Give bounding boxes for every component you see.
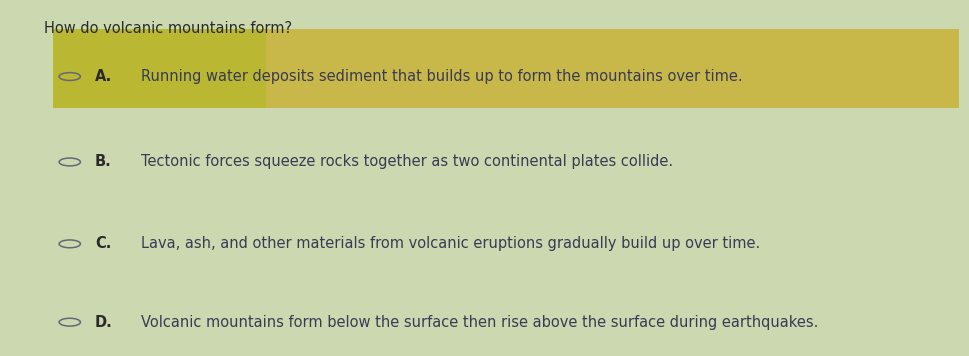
- Text: Tectonic forces squeeze rocks together as two continental plates collide.: Tectonic forces squeeze rocks together a…: [141, 155, 672, 169]
- Text: A.: A.: [95, 69, 112, 84]
- Text: B.: B.: [95, 155, 111, 169]
- Text: C.: C.: [95, 236, 111, 251]
- Text: Running water deposits sediment that builds up to form the mountains over time.: Running water deposits sediment that bui…: [141, 69, 742, 84]
- Text: D.: D.: [95, 315, 112, 330]
- Text: Volcanic mountains form below the surface then rise above the surface during ear: Volcanic mountains form below the surfac…: [141, 315, 818, 330]
- Text: How do volcanic mountains form?: How do volcanic mountains form?: [44, 21, 292, 36]
- Text: Lava, ash, and other materials from volcanic eruptions gradually build up over t: Lava, ash, and other materials from volc…: [141, 236, 760, 251]
- Bar: [53, 29, 959, 108]
- Bar: [53, 29, 266, 108]
